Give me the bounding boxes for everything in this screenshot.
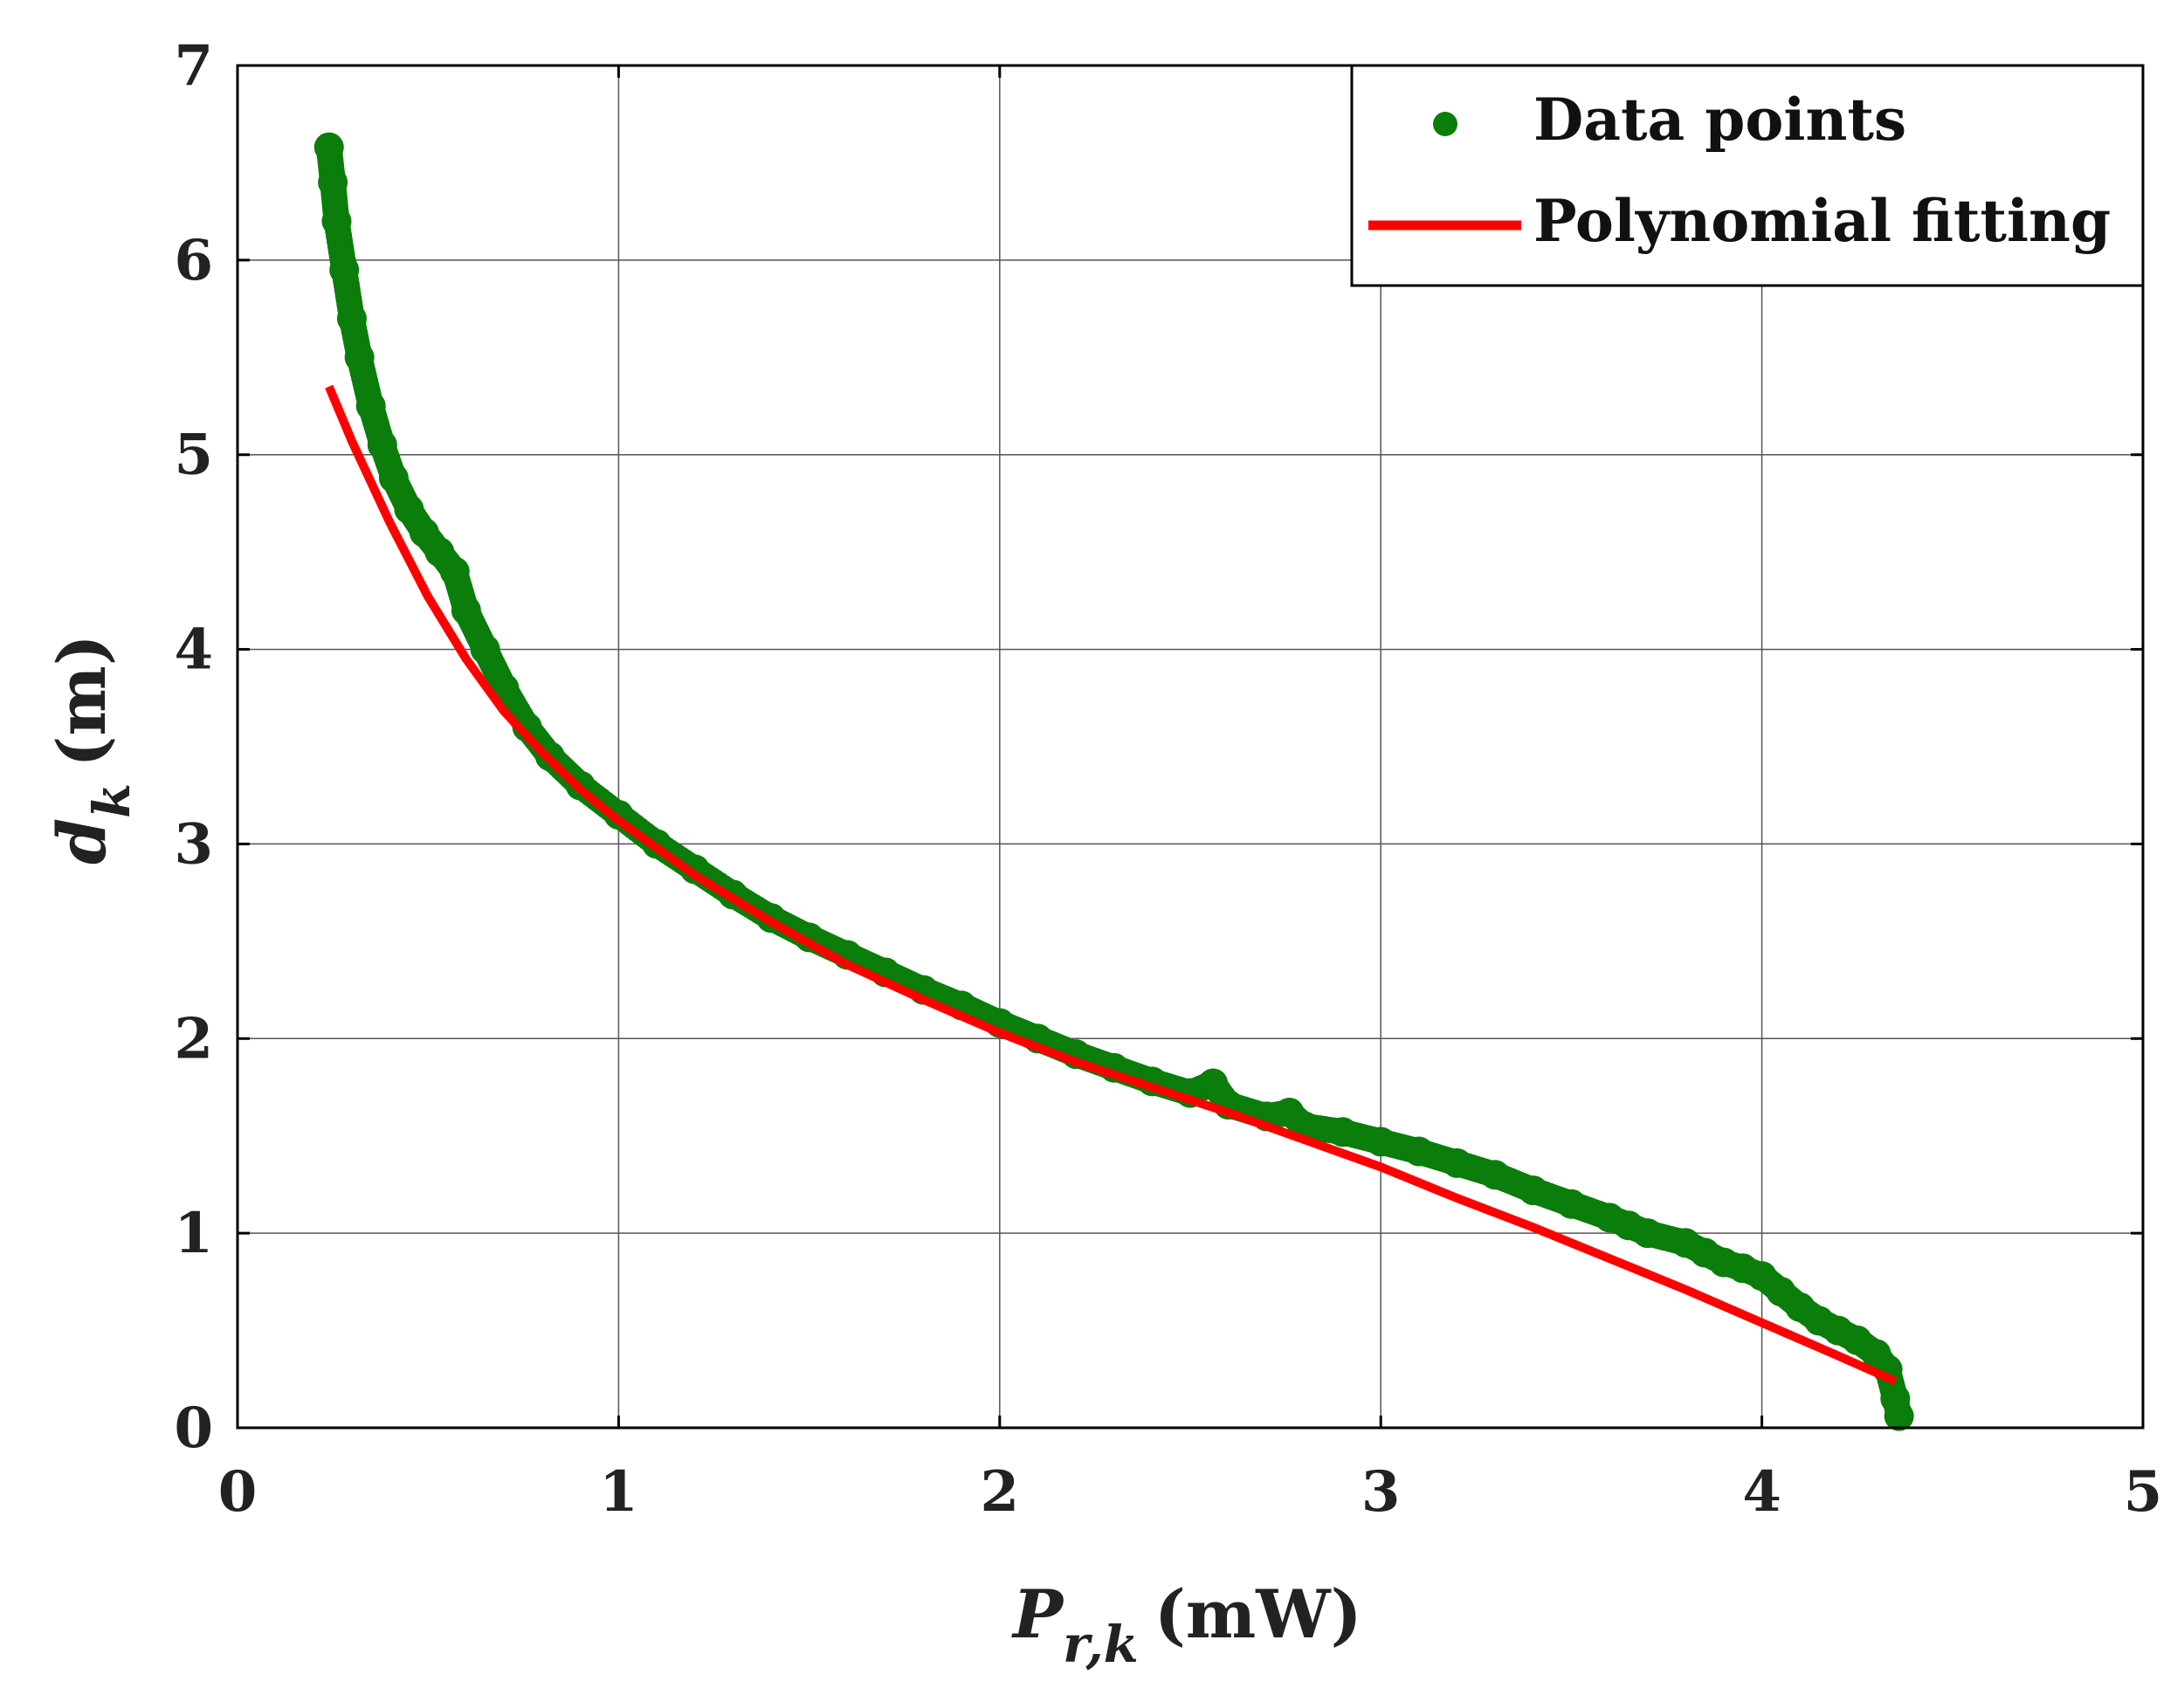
y-axis-label: dk (m)	[43, 634, 141, 865]
y-tick-label: 0	[174, 1395, 213, 1461]
plot-frame	[236, 64, 2145, 1430]
series-data-points	[313, 132, 1914, 1431]
y-tick-label: 6	[174, 228, 213, 293]
legend-box	[1350, 64, 2145, 287]
y-tick-label: 1	[174, 1201, 213, 1266]
y-axis-label-sub: k	[82, 783, 141, 818]
y-tick-label: 7	[174, 33, 213, 99]
legend-marker-data-points	[1433, 112, 1457, 136]
x-tick-label: 5	[2124, 1459, 2163, 1525]
y-tick-label: 3	[174, 811, 213, 877]
y-tick-label: 5	[174, 423, 213, 488]
tick-layer: 0 1 2 3 4 5 0 1 2 3 4 5 6 7	[174, 33, 2162, 1525]
x-tick-label: 3	[1361, 1459, 1401, 1525]
series-polynomial-fitting	[325, 384, 1898, 1386]
y-tick-label: 2	[174, 1006, 213, 1072]
x-axis-label-main: P	[1011, 1575, 1064, 1653]
x-tick-label: 1	[599, 1459, 638, 1525]
legend-label-data-points: Data points	[1533, 86, 1906, 154]
series-layer	[313, 132, 1914, 1431]
x-tick-label: 4	[1742, 1459, 1781, 1525]
y-tick-label: 4	[174, 617, 213, 683]
y-axis-label-main: d	[43, 818, 121, 865]
x-axis-label: Pr,k (mW)	[1011, 1575, 1362, 1674]
legend: Data points Polynomial fitting	[1350, 64, 2145, 287]
y-axis-label-unit: (m)	[43, 634, 121, 767]
data-point	[1884, 1401, 1914, 1431]
x-tick-label: 2	[981, 1459, 1020, 1525]
x-axis-label-unit: (mW)	[1154, 1575, 1362, 1653]
legend-label-polynomial-fitting: Polynomial fitting	[1533, 187, 2111, 255]
x-tick-label: 0	[218, 1459, 258, 1525]
x-axis-label-sub: r,k	[1063, 1615, 1139, 1674]
